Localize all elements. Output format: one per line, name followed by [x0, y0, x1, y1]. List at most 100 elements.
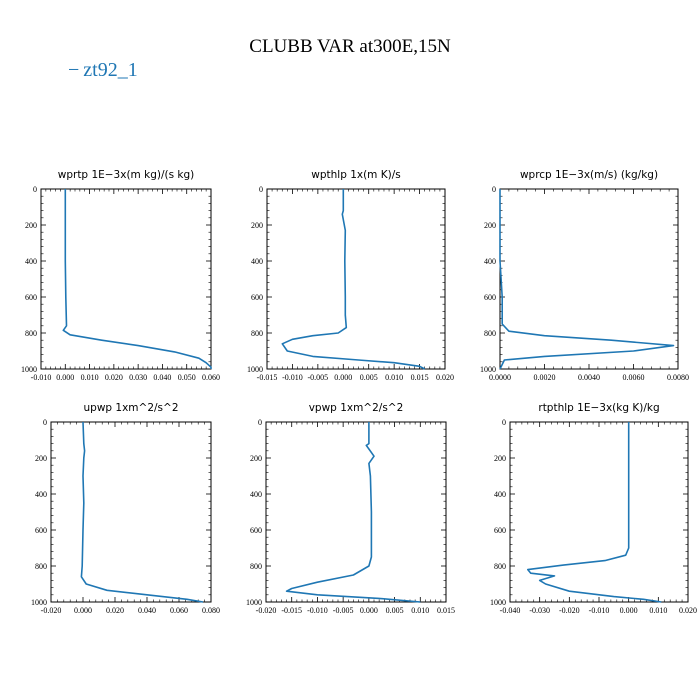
- y-tick-label: 200: [484, 221, 496, 230]
- y-tick-label: 600: [35, 526, 47, 535]
- plot-frame: [40, 188, 212, 370]
- subplot-title: wprcp 1E−3x(m/s) (kg/kg): [520, 169, 658, 181]
- x-tick-label: 0.0060: [623, 373, 645, 382]
- y-tick-label: 1000: [490, 598, 506, 607]
- x-tick-label: -0.010: [307, 606, 328, 615]
- series-line-zt92_1: [281, 189, 426, 370]
- y-tick-label: 400: [494, 490, 506, 499]
- x-tick-label: -0.010: [31, 373, 52, 382]
- figure-title: CLUBB VAR at300E,15N: [249, 36, 451, 57]
- y-tick-label: 600: [251, 293, 263, 302]
- x-tick-label: 0.020: [679, 606, 697, 615]
- x-tick-label: 0.020: [106, 606, 124, 615]
- x-tick-label: 0.0040: [578, 373, 600, 382]
- x-tick-label: -0.010: [282, 373, 303, 382]
- x-tick-label: -0.030: [529, 606, 550, 615]
- subplot-6: rtpthlp 1E−3x(kg K)/kg -0.040 -0.030 -0.020…: [490, 402, 697, 615]
- y-tick-label: 800: [484, 329, 496, 338]
- y-tick-label: 400: [250, 490, 262, 499]
- x-tick-label: 0.020: [436, 373, 454, 382]
- y-tick-label: 600: [25, 293, 37, 302]
- x-tick-label: -0.005: [333, 606, 354, 615]
- legend-line-swatch: −: [68, 59, 80, 81]
- x-tick-label: 0.060: [202, 373, 220, 382]
- y-tick-label: 800: [250, 562, 262, 571]
- y-tick-label: 400: [484, 257, 496, 266]
- x-tick-label: 0.015: [411, 373, 429, 382]
- x-tick-label: -0.040: [500, 606, 521, 615]
- x-tick-label: 0.005: [360, 373, 378, 382]
- y-tick-label: 200: [35, 454, 47, 463]
- subplot-3: wprcp 1E−3x(m/s) (kg/kg) 0.0000 0.0020 0.00…: [480, 169, 689, 382]
- subplot-title: vpwp 1xm^2/s^2: [309, 402, 404, 414]
- y-tick-label: 0: [43, 418, 47, 427]
- x-tick-label: -0.005: [308, 373, 329, 382]
- plot-frame: [265, 421, 447, 603]
- y-tick-label: 800: [25, 329, 37, 338]
- y-tick-label: 200: [250, 454, 262, 463]
- x-tick-label: -0.010: [589, 606, 610, 615]
- x-tick-label: -0.015: [281, 606, 302, 615]
- series-line-zt92_1: [62, 189, 212, 369]
- plot-frame: [509, 421, 689, 603]
- y-tick-label: 1000: [246, 598, 262, 607]
- x-tick-label: 0.040: [138, 606, 156, 615]
- subplot-2: wpthlp 1x(m K)/s -0.015 -0.010 -0.005 0.000 0…: [247, 169, 454, 382]
- y-tick-label: 600: [250, 526, 262, 535]
- x-tick-label: -0.020: [559, 606, 580, 615]
- y-tick-label: 0: [259, 185, 263, 194]
- series-line-zt92_1: [499, 189, 675, 370]
- x-tick-label: 0.010: [411, 606, 429, 615]
- x-tick-label: -0.020: [256, 606, 277, 615]
- x-tick-label: 0.005: [386, 606, 404, 615]
- x-tick-label: 0.010: [385, 373, 403, 382]
- legend-entry: − zt92_1: [68, 59, 138, 82]
- y-tick-label: 1000: [21, 365, 37, 374]
- subplot-title: upwp 1xm^2/s^2: [84, 402, 179, 414]
- x-tick-label: -0.015: [257, 373, 278, 382]
- plot-frame: [50, 421, 212, 603]
- x-tick-label: 0.000: [620, 606, 638, 615]
- y-tick-label: 600: [484, 293, 496, 302]
- series-line-zt92_1: [285, 422, 421, 603]
- legend-label: zt92_1: [83, 59, 138, 81]
- y-tick-label: 400: [25, 257, 37, 266]
- y-tick-label: 200: [251, 221, 263, 230]
- x-tick-label: 0.000: [56, 373, 74, 382]
- x-tick-label: 0.020: [105, 373, 123, 382]
- x-tick-label: 0.000: [360, 606, 378, 615]
- y-tick-label: 0: [492, 185, 496, 194]
- subplot-title: rtpthlp 1E−3x(kg K)/kg: [538, 402, 659, 414]
- x-tick-label: 0.0020: [534, 373, 556, 382]
- y-tick-label: 1000: [31, 598, 47, 607]
- y-tick-label: 1000: [247, 365, 263, 374]
- x-tick-label: 0.015: [437, 606, 455, 615]
- y-tick-label: 400: [35, 490, 47, 499]
- y-tick-label: 200: [25, 221, 37, 230]
- x-tick-label: 0.050: [178, 373, 196, 382]
- x-tick-label: -0.020: [41, 606, 62, 615]
- subplot-4: upwp 1xm^2/s^2 -0.020 0.000 0.020 0.040 0.060…: [31, 402, 220, 615]
- series-line-zt92_1: [80, 421, 204, 603]
- x-tick-label: 0.010: [649, 606, 667, 615]
- y-tick-label: 0: [502, 418, 506, 427]
- plot-frame: [266, 188, 446, 370]
- y-tick-label: 400: [251, 257, 263, 266]
- x-tick-label: 0.080: [202, 606, 220, 615]
- y-tick-label: 800: [494, 562, 506, 571]
- x-tick-label: 0.000: [74, 606, 92, 615]
- x-tick-label: 0.060: [170, 606, 188, 615]
- y-tick-label: 0: [258, 418, 262, 427]
- y-tick-label: 800: [35, 562, 47, 571]
- x-tick-label: 0.030: [129, 373, 147, 382]
- subplot-title: wpthlp 1x(m K)/s: [311, 169, 401, 181]
- plot-frame: [499, 188, 679, 370]
- subplot-1: wprtp 1E−3x(m kg)/(s kg) -0.010 0.000 0.010…: [21, 169, 220, 382]
- y-tick-label: 200: [494, 454, 506, 463]
- series-line-zt92_1: [527, 422, 662, 603]
- y-tick-label: 600: [494, 526, 506, 535]
- subplot-title: wprtp 1E−3x(m kg)/(s kg): [58, 169, 195, 181]
- x-tick-label: 0.010: [81, 373, 99, 382]
- x-tick-label: 0.0080: [667, 373, 689, 382]
